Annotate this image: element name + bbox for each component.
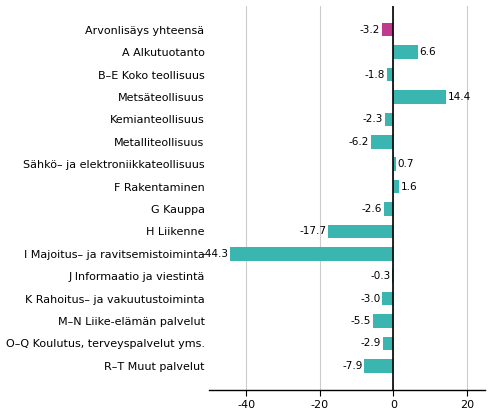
Bar [382, 292, 393, 305]
Text: -5.5: -5.5 [351, 316, 371, 326]
Text: -2.6: -2.6 [362, 204, 382, 214]
Text: -3.0: -3.0 [360, 294, 381, 304]
Bar [364, 359, 393, 373]
Bar [385, 113, 393, 126]
Text: 6.6: 6.6 [420, 47, 436, 57]
Text: 0.7: 0.7 [398, 159, 414, 169]
Bar [393, 90, 446, 104]
Text: -3.2: -3.2 [359, 25, 380, 35]
Bar [328, 225, 393, 238]
Text: -2.3: -2.3 [363, 114, 383, 124]
Text: -1.8: -1.8 [365, 69, 385, 79]
Bar [392, 270, 393, 283]
Text: -0.3: -0.3 [370, 271, 390, 281]
Bar [382, 23, 393, 37]
Text: -17.7: -17.7 [300, 226, 327, 236]
Text: 1.6: 1.6 [401, 182, 418, 192]
Text: 14.4: 14.4 [448, 92, 471, 102]
Bar [371, 135, 393, 149]
Bar [383, 337, 393, 350]
Bar [387, 68, 393, 81]
Bar [373, 314, 393, 328]
Text: -6.2: -6.2 [349, 137, 369, 147]
Bar [393, 45, 418, 59]
Bar [393, 158, 396, 171]
Bar [230, 247, 393, 260]
Text: -7.9: -7.9 [342, 361, 362, 371]
Text: -44.3: -44.3 [201, 249, 228, 259]
Bar [384, 202, 393, 216]
Bar [393, 180, 399, 193]
Text: -2.9: -2.9 [360, 339, 381, 349]
